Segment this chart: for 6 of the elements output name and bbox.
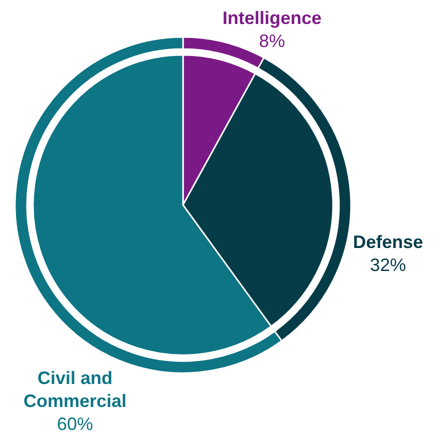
text: 32% xyxy=(370,255,406,275)
slice-label: Defense xyxy=(352,232,424,252)
text: 60% xyxy=(56,414,94,434)
text: 8% xyxy=(258,31,286,51)
slice-label: Intelligence xyxy=(222,8,322,28)
slice-label: Civil and Commercial xyxy=(23,368,127,411)
